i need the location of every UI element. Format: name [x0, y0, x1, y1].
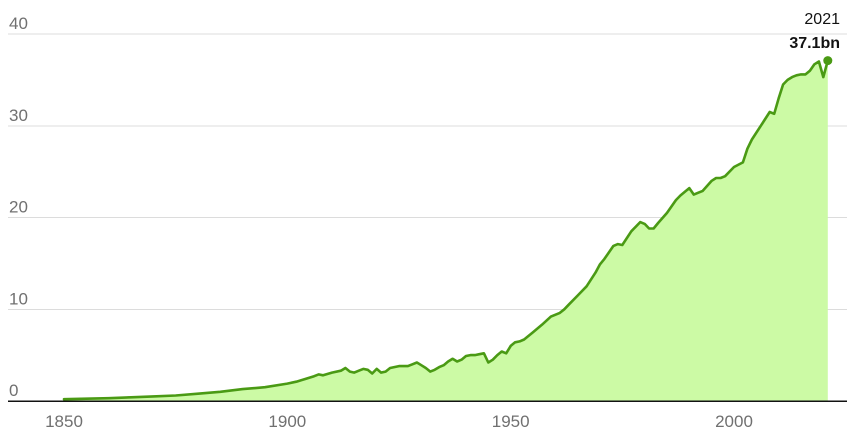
series-area-fill: [64, 60, 828, 401]
x-tick-label: 1900: [268, 412, 306, 430]
y-axis-tick-labels: 0 10 20 30 40: [9, 14, 28, 400]
annotation-year-label: 2021: [804, 11, 840, 28]
y-tick-label: 20: [9, 198, 28, 217]
y-tick-label: 40: [9, 14, 28, 33]
x-tick-label: 1950: [492, 412, 530, 430]
annotation-value-label: 37.1bn: [789, 35, 840, 52]
x-tick-label: 2000: [715, 412, 753, 430]
y-tick-label: 10: [9, 289, 28, 308]
y-tick-label: 0: [9, 381, 18, 400]
series-line: [62, 59, 830, 401]
x-tick-label: 1850: [45, 412, 83, 430]
y-tick-label: 30: [9, 106, 28, 125]
x-axis-tick-labels: 1850 1900 1950 2000: [45, 412, 753, 430]
latest-value-point: [823, 56, 833, 66]
